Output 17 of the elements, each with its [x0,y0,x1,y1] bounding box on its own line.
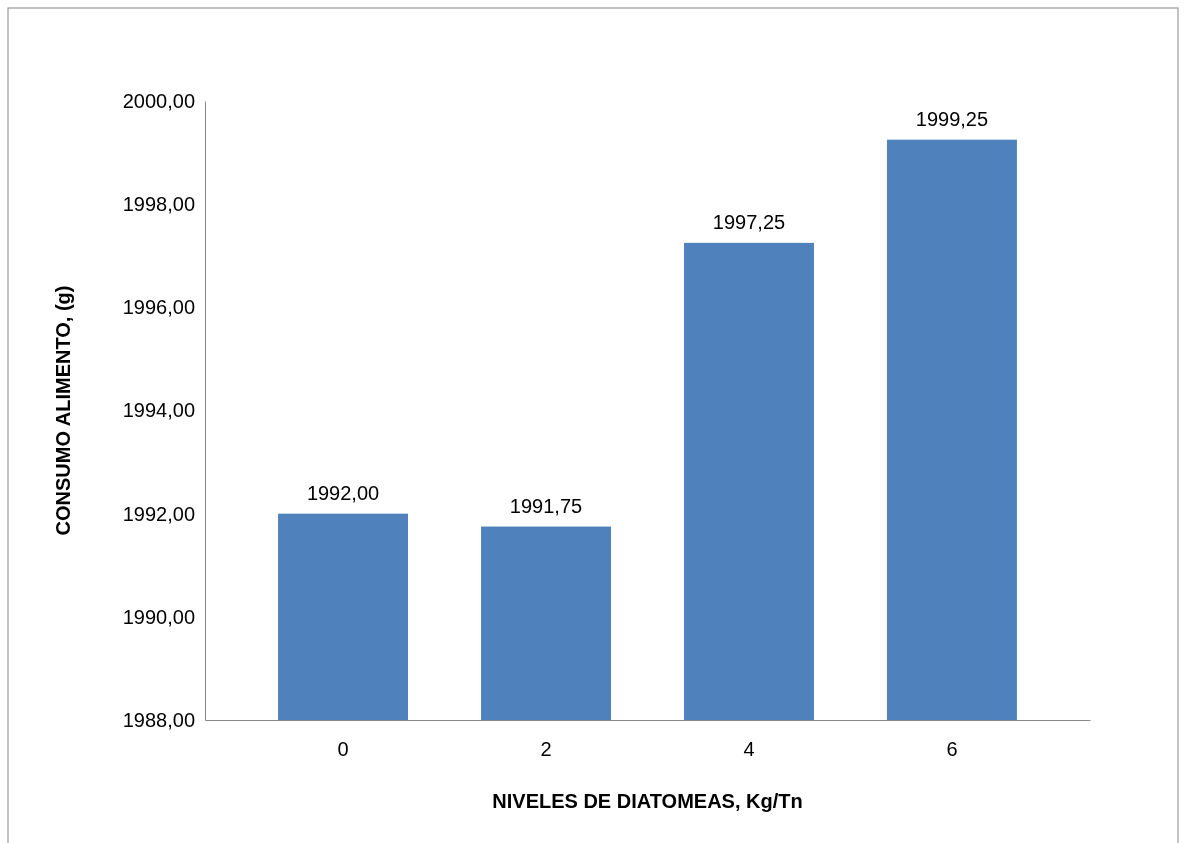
x-tick-label: 6 [946,738,958,761]
x-tick-label: 2 [540,738,552,761]
data-label: 1997,25 [712,210,786,233]
y-tick-label: 2000,00 [122,89,195,112]
data-label: 1992,00 [306,481,380,504]
y-tick-label: 1998,00 [122,193,195,216]
y-tick-label: 1996,00 [122,296,195,319]
x-tick-label: 4 [743,738,755,761]
data-label: 1991,75 [509,494,583,517]
y-tick-label: 1992,00 [122,502,195,525]
x-axis-title: NIVELES DE DIATOMEAS, Kg/Tn [492,790,803,812]
y-axis-title: CONSUMO ALIMENTO, (g) [52,285,74,536]
y-tick-label: 1994,00 [122,399,195,422]
x-tick-label: 0 [337,738,349,761]
y-tick-label: 1988,00 [122,708,195,731]
y-tick-label: 1990,00 [122,605,195,628]
data-label: 1999,25 [915,107,989,130]
